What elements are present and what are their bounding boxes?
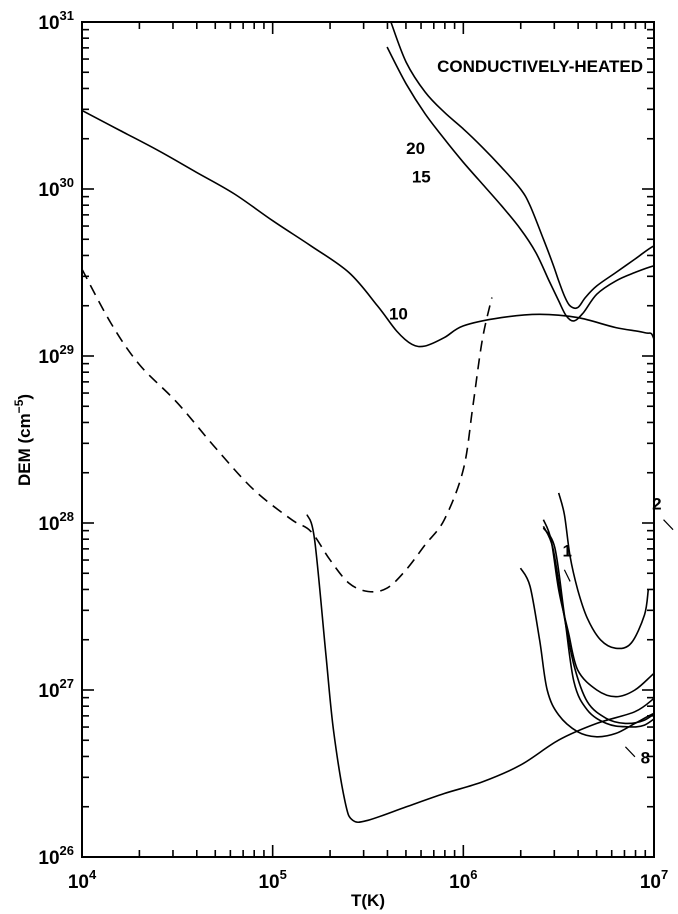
curve-labels: 20151012468 [389, 139, 674, 767]
x-tick-exponent: 5 [280, 867, 287, 882]
curve-label-10: 10 [389, 304, 408, 323]
curve-label-20: 20 [406, 139, 425, 158]
x-tick-exponent: 4 [89, 867, 97, 882]
y-axis-title-close: ) [15, 394, 34, 400]
y-tick-label: 1029 [38, 342, 74, 368]
y-tick-label: 1031 [38, 8, 74, 34]
dashed-curve [82, 268, 493, 593]
y-tick-exponent: 28 [60, 509, 74, 524]
y-axis-title-text: DEM (cm [15, 413, 34, 486]
label-leader [663, 519, 674, 531]
tick-marks [81, 21, 655, 858]
x-tick-label: 106 [449, 867, 477, 893]
curve-2 [542, 519, 654, 698]
curve-6 [542, 527, 654, 728]
curves [82, 22, 654, 824]
curve-10 [82, 109, 654, 348]
x-tick-base: 10 [68, 872, 89, 893]
y-tick-exponent: 29 [60, 342, 74, 357]
curve-1 [557, 492, 650, 650]
x-tick-label: 105 [258, 867, 286, 893]
y-tick-label: 1028 [38, 509, 74, 535]
x-tick-base: 10 [640, 872, 661, 893]
x-tick-base: 10 [449, 872, 470, 893]
x-tick-label: 104 [68, 867, 97, 893]
x-tick-exponent: 7 [661, 867, 668, 882]
y-tick-base: 10 [38, 347, 59, 368]
curve-20 [390, 22, 654, 309]
curve-label-2: 2 [652, 495, 661, 514]
curve-4 [542, 525, 654, 725]
plot-frame [81, 21, 655, 858]
y-tick-exponent: 27 [60, 676, 74, 691]
label-leader [563, 569, 571, 582]
curve-8 [519, 567, 654, 738]
heating-annotation: CONDUCTIVELY-HEATED [437, 57, 643, 76]
curve-label-8: 8 [641, 748, 650, 767]
y-tick-exponent: 26 [60, 843, 74, 858]
y-tick-base: 10 [38, 681, 59, 702]
y-tick-base: 10 [38, 180, 59, 201]
y-tick-label: 1026 [38, 843, 74, 869]
curve-15 [386, 46, 654, 322]
y-tick-base: 10 [38, 848, 59, 869]
x-axis-title: T(K) [351, 891, 385, 910]
y-axis-title: DEM (cm−5) [12, 394, 34, 486]
y-tick-exponent: 31 [60, 8, 74, 23]
y-tick-base: 10 [38, 13, 59, 34]
x-tick-base: 10 [258, 872, 279, 893]
y-tick-exponent: 30 [60, 175, 74, 190]
curve-label-1: 1 [562, 541, 571, 560]
curve-label-15: 15 [412, 167, 431, 186]
x-tick-label: 107 [640, 867, 668, 893]
y-tick-base: 10 [38, 514, 59, 535]
y-tick-label: 1027 [38, 676, 74, 702]
y-axis-title-exponent: −5 [12, 399, 26, 413]
curve-unlabeled [306, 514, 654, 824]
y-tick-label: 1030 [38, 175, 74, 201]
svg-text:DEM (cm−5): DEM (cm−5) [12, 394, 34, 486]
label-leader [624, 746, 636, 758]
x-tick-exponent: 6 [470, 867, 477, 882]
